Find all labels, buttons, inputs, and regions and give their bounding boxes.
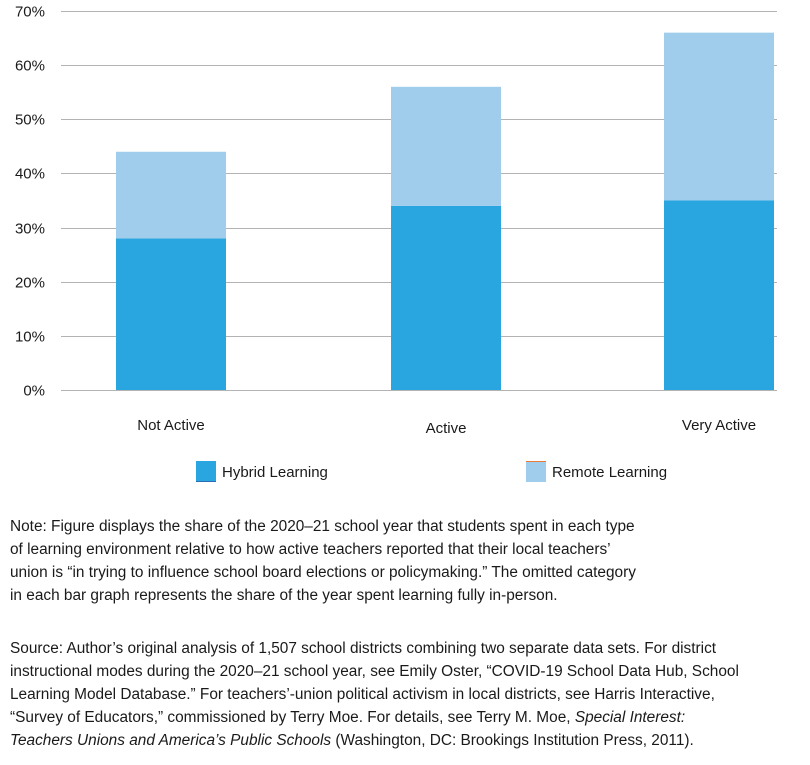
note-line: Note: Figure displays the share of the 2…	[10, 518, 635, 535]
legend-label: Remote Learning	[552, 464, 667, 481]
legend-label: Hybrid Learning	[222, 464, 328, 481]
source-line: Source: Author’s original analysis of 1,…	[10, 640, 717, 657]
book-title-part-1: Special Interest:	[574, 709, 686, 726]
note-line: union is “in trying to influence school …	[10, 564, 636, 581]
legend-swatch-remote-learning	[526, 461, 546, 482]
bar-segment-remote-learning	[116, 151, 226, 239]
x-category-label: Not Active	[137, 417, 205, 434]
source-line-text: (Washington, DC: Brookings Institution P…	[331, 732, 694, 749]
legend: Hybrid Learning Remote Learning	[196, 461, 667, 482]
source-line: “Survey of Educators,” commissioned by T…	[10, 706, 805, 729]
y-tick-label: 50%	[15, 112, 45, 129]
y-tick-label: 30%	[15, 221, 45, 238]
y-tick-label: 60%	[15, 58, 45, 75]
source-line-text: “Survey of Educators,” commissioned by T…	[10, 709, 575, 726]
figure-source: Source: Author’s original analysis of 1,…	[10, 637, 805, 752]
y-tick-label: 40%	[15, 166, 45, 183]
bar-segment-hybrid-learning	[664, 200, 774, 390]
y-axis-tick-labels: 0% 10% 20% 30% 40% 50% 60% 70%	[15, 4, 45, 400]
y-tick-label: 0%	[23, 383, 45, 400]
note-line: of learning environment relative to how …	[10, 541, 611, 558]
source-line: Learning Model Database.” For teachers’-…	[10, 686, 715, 703]
x-category-label: Very Active	[682, 417, 756, 434]
source-line: instructional modes during the 2020–21 s…	[10, 663, 739, 680]
stacked-bar-chart: 0% 10% 20% 30% 40% 50% 60% 70% Not Active Active…	[15, 4, 777, 482]
x-axis-category-labels: Not Active Active Very Active	[137, 417, 756, 437]
bar-segment-remote-learning	[391, 86, 501, 206]
bar-segment-hybrid-learning	[116, 238, 226, 390]
bar-segment-remote-learning	[664, 32, 774, 201]
y-tick-label: 20%	[15, 275, 45, 292]
note-line: in each bar graph represents the share o…	[10, 587, 558, 604]
bar-segment-hybrid-learning	[391, 205, 501, 390]
bars	[116, 32, 774, 390]
figure-note: Note: Figure displays the share of the 2…	[10, 515, 805, 607]
legend-swatch-hybrid-learning	[196, 461, 216, 482]
source-line: Teachers Unions and America’s Public Sch…	[10, 729, 805, 752]
book-title-part-2: Teachers Unions and America’s Public Sch…	[10, 732, 332, 749]
x-category-label: Active	[426, 420, 467, 437]
y-tick-label: 10%	[15, 329, 45, 346]
y-tick-label: 70%	[15, 4, 45, 21]
